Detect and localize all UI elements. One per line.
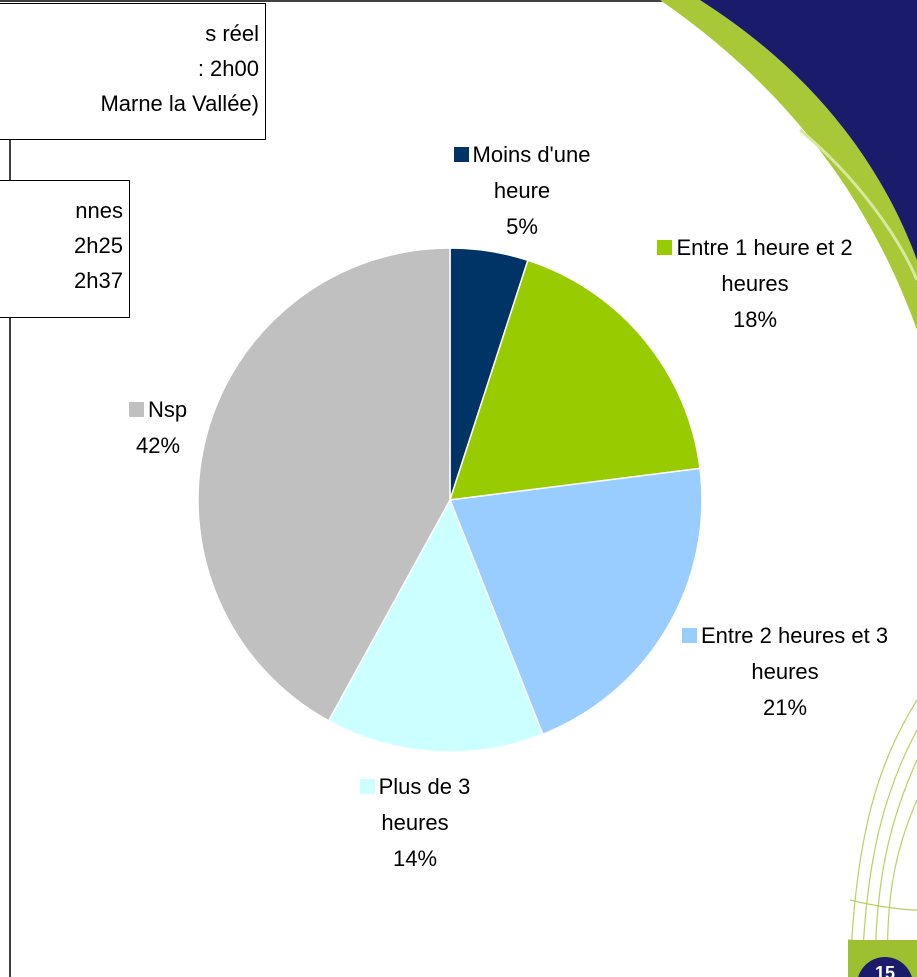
note-line: : 2h00 [197, 56, 259, 81]
pie-slice [448, 467, 703, 736]
category-label: Plus de 3 heures [378, 774, 471, 835]
label-name-line: Entre 2 heures et 3 heures [670, 618, 900, 690]
page-number-badge [858, 957, 912, 977]
note-line: nnes [75, 198, 123, 223]
label-name-line: Nsp [98, 392, 218, 428]
legend-swatch [359, 779, 375, 794]
category-label: Entre 2 heures et 3 heures [700, 623, 889, 684]
label-name-line: Moins d'une heure [427, 137, 617, 209]
legend-swatch [453, 147, 469, 162]
legend-swatch [681, 628, 697, 643]
label-name-line: Plus de 3 heures [330, 769, 500, 841]
pie-slice [448, 259, 701, 501]
data-label: Moins d'une heure 5% [427, 137, 617, 245]
category-label: Moins d'une heure [472, 142, 591, 203]
data-label: Plus de 3 heures 14% [330, 769, 500, 877]
value-label: 14% [392, 846, 438, 871]
category-label: Nsp [147, 397, 188, 422]
pie-slice [197, 247, 451, 722]
pie-slice [327, 498, 544, 753]
page-number: 15 [875, 963, 895, 977]
category-label: Entre 1 heure et 2 heures [676, 235, 853, 296]
legend-swatch [128, 402, 144, 417]
label-name-line: Entre 1 heure et 2 heures [650, 230, 860, 302]
decor-line [799, 128, 917, 281]
decor-lines [847, 699, 917, 977]
data-label: Entre 2 heures et 3 heures 21% [670, 618, 900, 726]
note-line: Marne la Vallée) [100, 91, 259, 116]
note-box: s réel : 2h00 Marne la Vallée) [0, 3, 266, 140]
value-label: 21% [762, 695, 808, 720]
value-label: 18% [732, 307, 778, 332]
value-label: 42% [135, 433, 181, 458]
decor-navy [700, 0, 917, 260]
note-box: nnes 2h25 2h37 [0, 180, 130, 318]
data-label: Entre 1 heure et 2 heures 18% [650, 230, 860, 338]
note-line: s réel [205, 21, 259, 46]
legend-swatch [657, 240, 673, 255]
note-line: 2h37 [74, 268, 123, 293]
value-label: 5% [506, 214, 538, 239]
data-label: Nsp 42% [98, 392, 218, 464]
note-line: 2h25 [74, 233, 123, 258]
